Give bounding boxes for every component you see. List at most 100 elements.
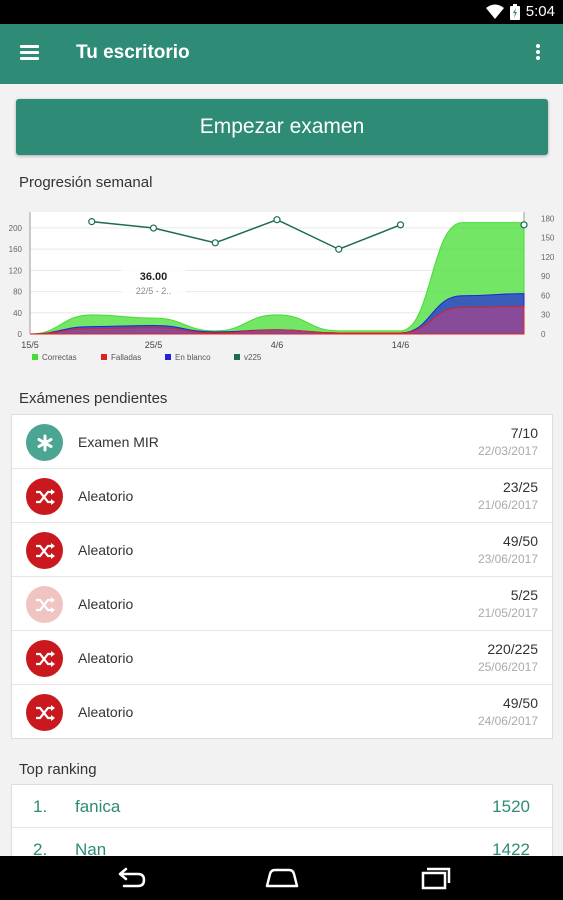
exam-name: Aleatorio xyxy=(78,596,134,612)
exam-avatar xyxy=(26,640,63,677)
clock: 5:04 xyxy=(525,3,555,20)
y-right-tick-label: 90 xyxy=(541,272,550,281)
start-exam-button[interactable]: Empezar examen xyxy=(16,99,548,155)
exam-name: Aleatorio xyxy=(78,488,134,504)
exam-date: 21/05/2017 xyxy=(477,606,538,620)
exam-name: Aleatorio xyxy=(78,542,134,558)
page-title: Tu escritorio xyxy=(76,42,190,63)
exam-date: 22/03/2017 xyxy=(477,444,538,458)
series-point-v225 xyxy=(520,221,528,229)
legend-swatch xyxy=(101,354,107,360)
ranking-user: fanica xyxy=(75,797,121,816)
exam-score: 220/225 xyxy=(487,641,538,657)
series-point-v225 xyxy=(88,218,96,226)
exam-score: 5/25 xyxy=(510,587,538,603)
shuffle-icon xyxy=(35,650,55,667)
series-point-v225 xyxy=(396,221,405,229)
exam-name: Aleatorio xyxy=(78,704,134,720)
list-item[interactable]: Aleatorio 220/225 25/06/2017 xyxy=(12,631,552,685)
shuffle-icon xyxy=(35,704,55,721)
shuffle-icon xyxy=(35,542,55,559)
top-ranking-title: Top ranking xyxy=(19,761,97,778)
series-line-v225 xyxy=(91,218,401,251)
y-right-tick-label: 60 xyxy=(541,291,550,300)
list-item[interactable]: Examen MIR 7/10 22/03/2017 xyxy=(12,415,552,469)
legend-swatch xyxy=(234,354,240,360)
back-icon[interactable] xyxy=(110,864,150,892)
weekly-progress-chart[interactable]: 0 40 80 120 160 200 0 30 60 90 120 150 180 15/5 25/5 4/… xyxy=(0,204,563,374)
exam-date: 21/06/2017 xyxy=(477,498,538,512)
chart-tooltip-range: 22/5 - 2.. xyxy=(136,286,172,296)
ranking-row[interactable]: 2. Nan 1422 xyxy=(12,828,552,856)
ranking-position: 1. xyxy=(33,797,48,816)
app-bar: Tu escritorio xyxy=(0,24,563,84)
legend-label: v225 xyxy=(244,353,262,362)
ranking-position: 2. xyxy=(33,840,48,856)
exam-avatar xyxy=(26,694,63,731)
exam-score: 49/50 xyxy=(502,695,538,711)
exam-score: 49/50 xyxy=(502,533,538,549)
chart-svg: 0 40 80 120 160 200 0 30 60 90 120 150 180 15/5 25/5 4/… xyxy=(9,212,555,362)
shuffle-icon xyxy=(35,488,55,505)
legend-swatch xyxy=(165,354,171,360)
legend-swatch xyxy=(32,354,38,360)
list-item[interactable]: Aleatorio 49/50 24/06/2017 xyxy=(12,685,552,739)
recents-icon[interactable] xyxy=(413,864,453,892)
ranking-user: Nan xyxy=(75,840,107,856)
y-left-tick-label: 200 xyxy=(9,224,23,233)
y-left-tick-label: 40 xyxy=(13,309,22,318)
exam-score: 23/25 xyxy=(502,479,538,495)
x-tick-label: 15/5 xyxy=(21,340,39,350)
exam-date: 23/06/2017 xyxy=(477,552,538,566)
exam-name: Aleatorio xyxy=(78,650,134,666)
series-area-falladas xyxy=(29,305,525,335)
status-icons: 5:04 xyxy=(485,3,555,20)
exam-score: 7/10 xyxy=(510,425,538,441)
battery-icon xyxy=(509,3,520,20)
y-left-tick-label: 160 xyxy=(9,245,23,254)
pending-exams-list: Examen MIR 7/10 22/03/2017 Aleatorio 23/… xyxy=(11,414,553,739)
navigation-bar xyxy=(0,856,563,900)
series-point-v225 xyxy=(273,216,281,224)
y-right-tick-label: 180 xyxy=(541,214,555,223)
exam-avatar xyxy=(26,586,63,623)
y-left-tick-label: 80 xyxy=(13,288,22,297)
y-right-tick-label: 150 xyxy=(541,234,555,243)
series-point-v225 xyxy=(335,245,343,253)
hamburger-menu-icon[interactable] xyxy=(20,42,46,66)
exam-avatar xyxy=(26,478,63,515)
shuffle-icon xyxy=(35,596,55,613)
list-item[interactable]: Aleatorio 49/50 23/06/2017 xyxy=(12,523,552,577)
ranking-points: 1520 xyxy=(492,797,530,816)
more-vert-icon[interactable] xyxy=(533,42,543,66)
legend-label: Falladas xyxy=(111,353,141,362)
legend-label: En blanco xyxy=(175,353,211,362)
x-tick-label: 14/6 xyxy=(392,340,410,350)
list-item[interactable]: Aleatorio 23/25 21/06/2017 xyxy=(12,469,552,523)
ranking-row[interactable]: 1. fanica 1520 xyxy=(12,785,552,828)
x-tick-label: 4/6 xyxy=(271,340,284,350)
exam-avatar xyxy=(26,424,63,461)
exam-avatar xyxy=(26,532,63,569)
x-tick-label: 25/5 xyxy=(145,340,163,350)
exam-date: 25/06/2017 xyxy=(477,660,538,674)
wifi-icon xyxy=(485,4,504,19)
y-right-tick-label: 0 xyxy=(541,330,546,339)
weekly-progress-title: Progresión semanal xyxy=(19,174,153,191)
chart-tooltip-value: 36.00 xyxy=(140,271,168,283)
pending-exams-title: Exámenes pendientes xyxy=(19,390,168,407)
main-content[interactable]: Empezar examen Progresión semanal 0 40 80 1… xyxy=(0,84,563,856)
exam-date: 24/06/2017 xyxy=(477,714,538,728)
legend-label: Correctas xyxy=(42,353,77,362)
list-item[interactable]: Aleatorio 5/25 21/05/2017 xyxy=(12,577,552,631)
chart-tooltip-bg xyxy=(121,264,186,298)
y-left-tick-label: 120 xyxy=(9,266,23,275)
asterisk-icon xyxy=(37,434,52,451)
y-left-tick-label: 0 xyxy=(18,330,23,339)
status-bar: 5:04 xyxy=(0,0,563,24)
top-ranking-list: 1. fanica 1520 2. Nan 1422 xyxy=(11,784,553,856)
home-icon[interactable] xyxy=(262,864,302,892)
y-right-tick-label: 120 xyxy=(541,253,555,262)
series-point-v225 xyxy=(149,224,158,232)
y-right-tick-label: 30 xyxy=(541,311,550,320)
